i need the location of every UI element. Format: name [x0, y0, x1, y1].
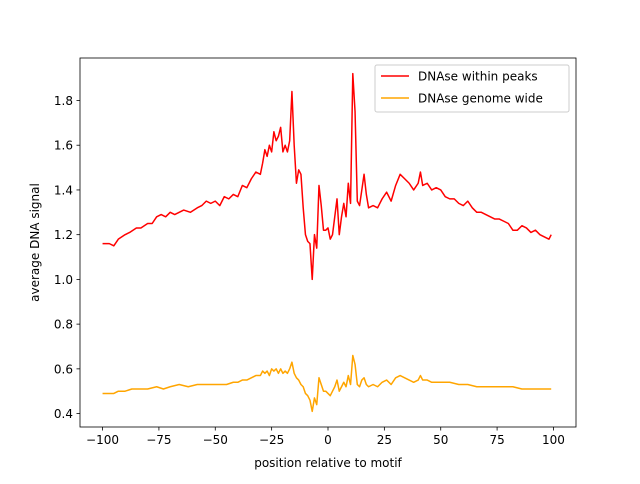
y-tick-label: 1.6: [54, 139, 73, 153]
legend-label-1: DNAse genome wide: [418, 92, 543, 106]
axes: −100 −75 −50 −25 0 25 50 75 100 0.4 0.6 0.8 1.0 1.2 1.…: [54, 57, 577, 447]
y-tick-label: 1.2: [54, 228, 73, 242]
x-tick-label: 0: [324, 433, 332, 447]
x-tick-label: 75: [489, 433, 504, 447]
legend: DNAse within peaks DNAse genome wide: [374, 64, 570, 113]
y-tick-label: 0.8: [54, 318, 73, 332]
y-tick-label: 1.4: [54, 183, 73, 197]
x-tick-label: −25: [259, 433, 284, 447]
y-tick-label: 0.6: [54, 362, 73, 376]
y-tick-label: 0.4: [54, 407, 73, 421]
x-tick-label: 100: [542, 433, 565, 447]
series-line-0: [102, 72, 552, 281]
x-tick-label: −50: [203, 433, 228, 447]
x-tick-label: −75: [146, 433, 171, 447]
x-tick-label: −100: [86, 433, 119, 447]
y-tick-label: 1.0: [54, 273, 73, 287]
series-line-1: [102, 354, 552, 413]
legend-box: [374, 64, 570, 113]
x-tick-label: 25: [377, 433, 392, 447]
y-tick-label: 1.8: [54, 94, 73, 108]
x-tick-label: 50: [433, 433, 448, 447]
y-axis-label: average DNA signal: [28, 183, 42, 302]
x-axis-label: position relative to motif: [254, 456, 402, 470]
legend-label-0: DNAse within peaks: [418, 70, 538, 84]
plot-area: [102, 72, 552, 413]
